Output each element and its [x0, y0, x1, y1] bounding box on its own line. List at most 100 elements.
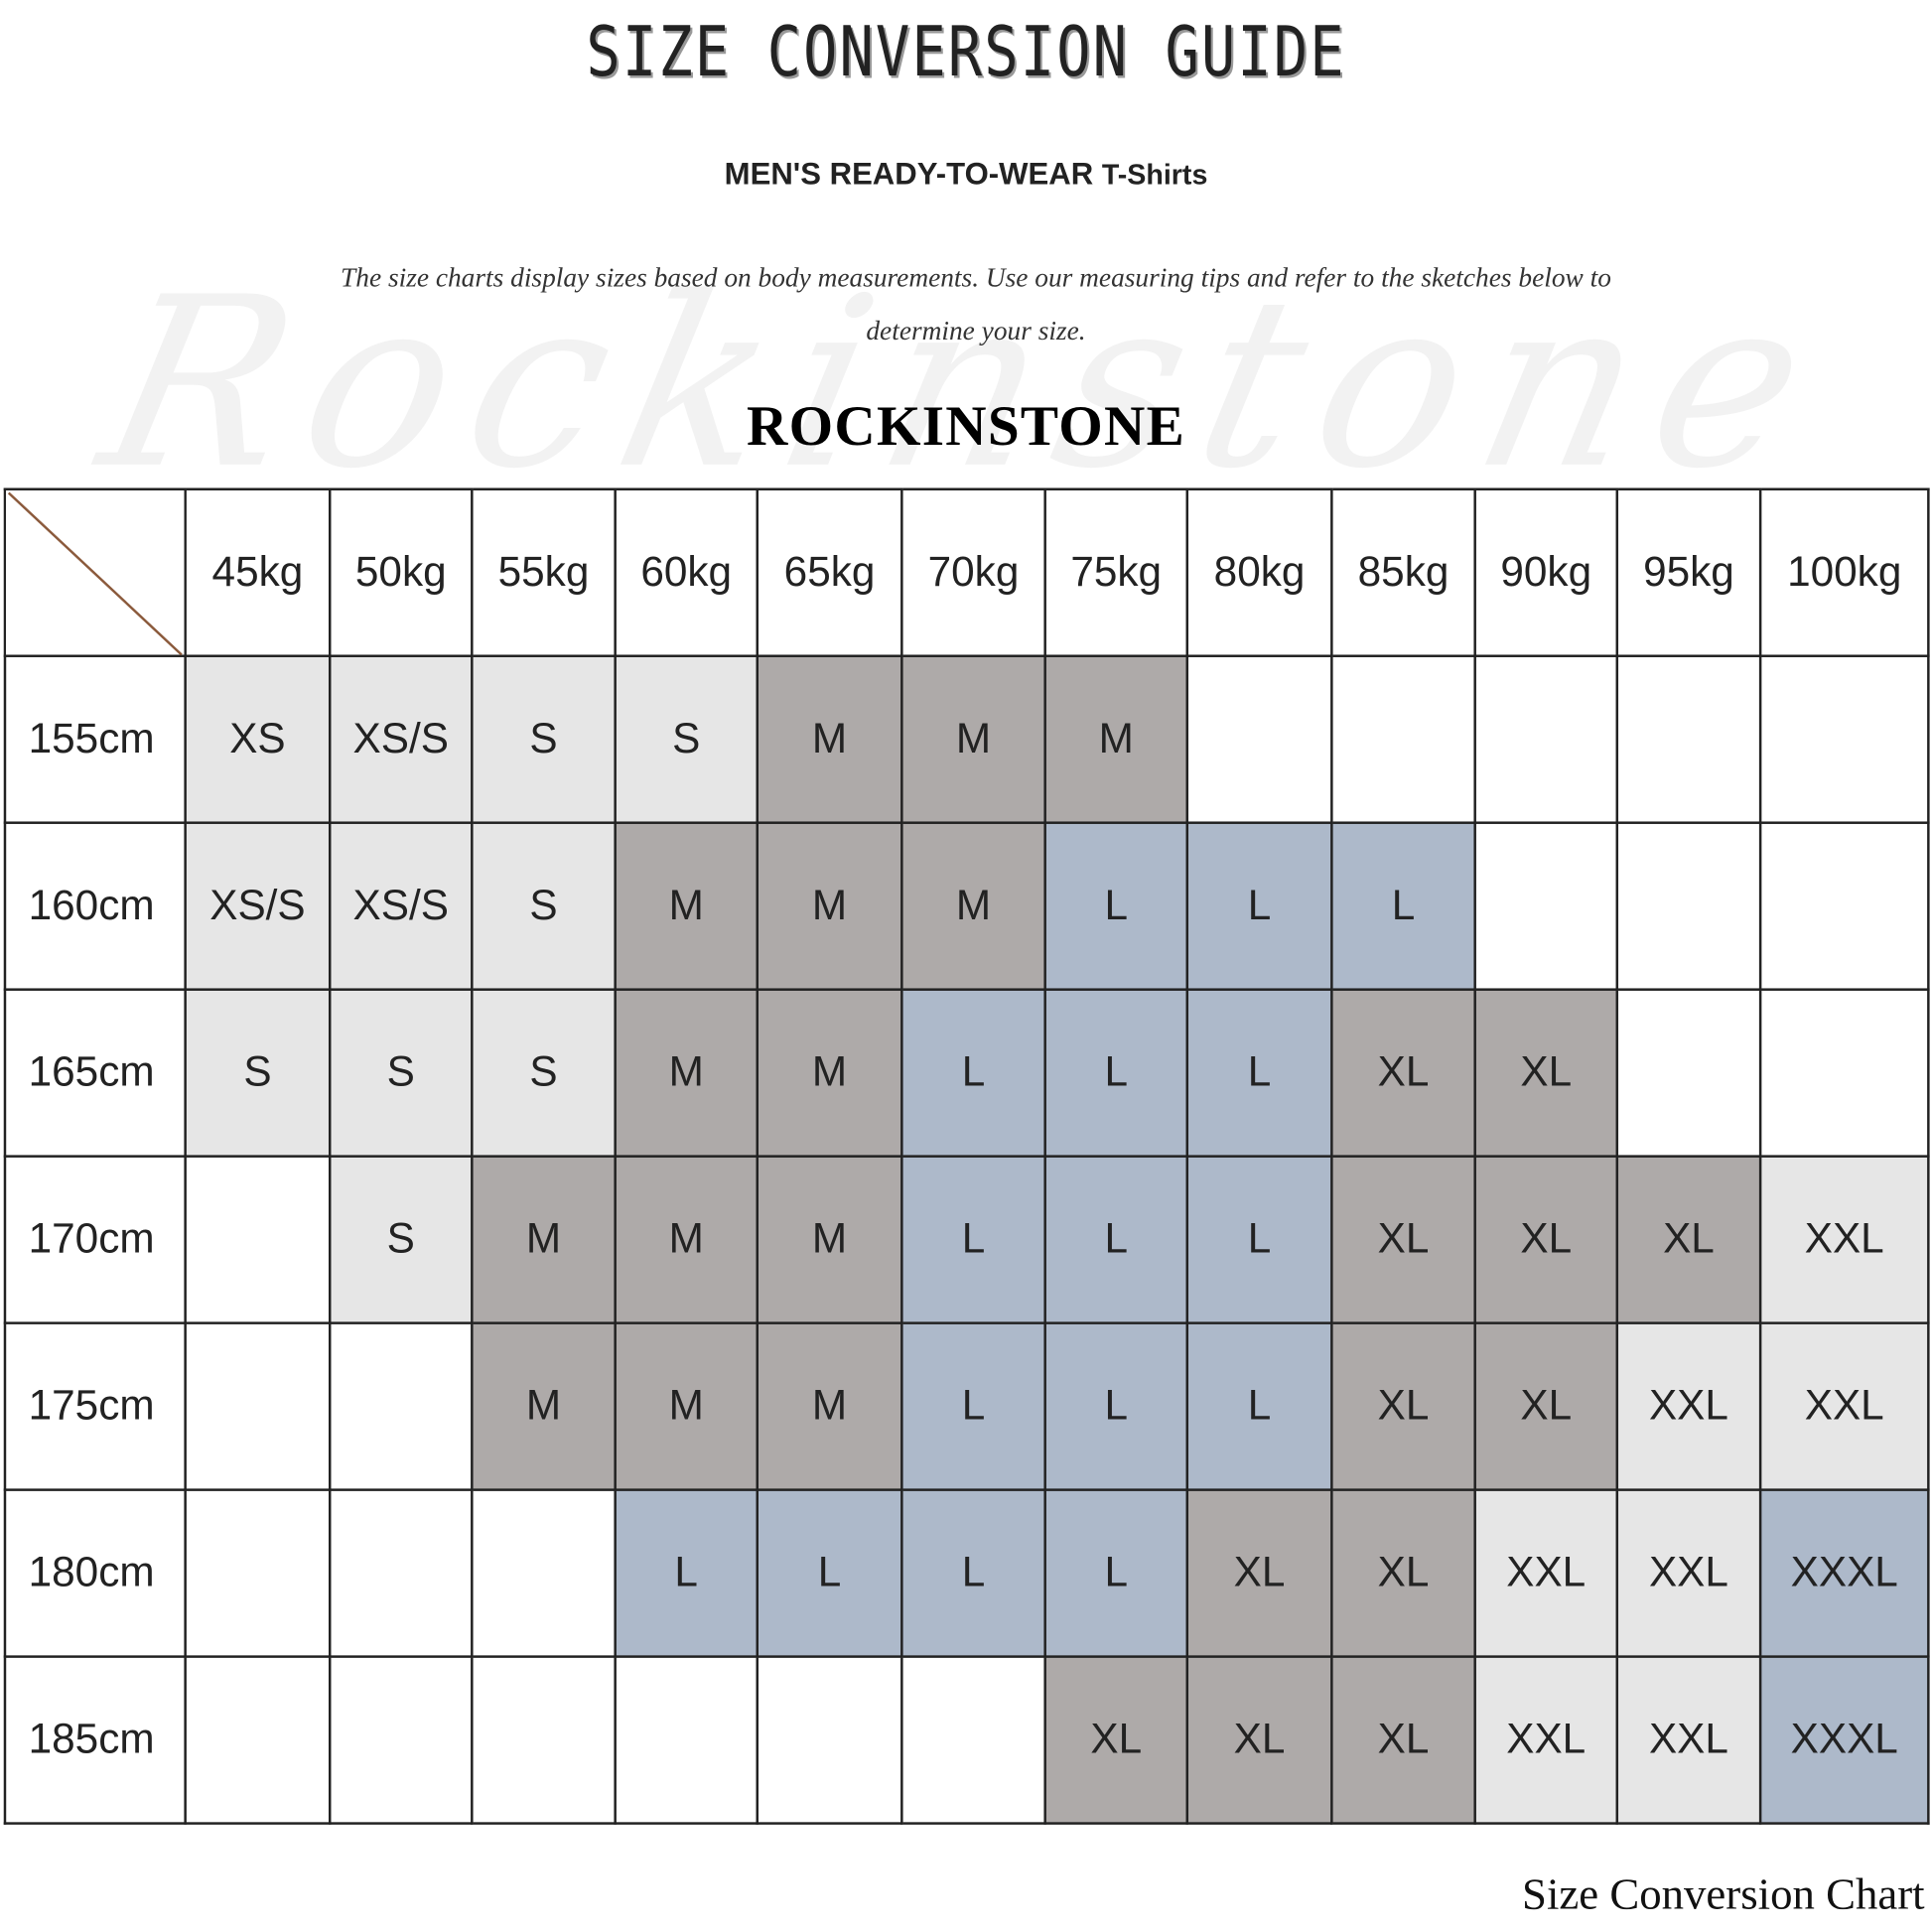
size-cell — [328, 1655, 474, 1825]
size-cell — [1615, 654, 1762, 824]
table-row: 155cm XS XS/S S S M M M — [3, 654, 1930, 824]
size-cell: XXL — [1473, 1488, 1619, 1658]
weight-header: 100kg — [1758, 487, 1930, 657]
height-header: 185cm — [3, 1655, 187, 1825]
weight-header: 70kg — [900, 487, 1046, 657]
size-cell: XXL — [1758, 1321, 1930, 1491]
size-cell: M — [471, 1155, 617, 1324]
size-cell: S — [184, 988, 332, 1158]
size-cell: XL — [1330, 1155, 1476, 1324]
weight-header: 65kg — [756, 487, 903, 657]
size-cell: XL — [1330, 1321, 1476, 1491]
corner-cell — [3, 487, 187, 657]
size-cell — [1473, 654, 1619, 824]
size-cell: XL — [1473, 1155, 1619, 1324]
table-row: 175cm M M M L L L XL XL XXL XXL — [3, 1321, 1930, 1491]
size-cell: L — [1185, 1321, 1333, 1491]
weight-header: 75kg — [1043, 487, 1189, 657]
size-cell: L — [1185, 821, 1333, 991]
size-cell: L — [614, 1488, 759, 1658]
size-cell — [184, 1488, 332, 1658]
intro-text: The size charts display sizes based on b… — [341, 261, 1611, 346]
size-cell: XL — [1185, 1488, 1333, 1658]
size-cell — [184, 1655, 332, 1825]
size-cell — [900, 1655, 1046, 1825]
height-header: 170cm — [3, 1155, 187, 1324]
size-cell: XL — [1185, 1655, 1333, 1825]
size-cell: M — [471, 1321, 617, 1491]
size-cell: S — [328, 988, 474, 1158]
size-cell: L — [1185, 988, 1333, 1158]
size-cell: S — [471, 988, 617, 1158]
size-cell — [184, 1321, 332, 1491]
weight-header: 50kg — [328, 487, 474, 657]
subtitle-main: MEN'S READY-TO-WEAR — [724, 157, 1094, 192]
brand-name: ROCKINSTONE — [747, 393, 1186, 458]
size-cell: XL — [1473, 1321, 1619, 1491]
size-cell: XXXL — [1758, 1655, 1930, 1825]
size-cell: M — [614, 988, 759, 1158]
page-title: SIZE CONVERSION GUIDE — [586, 12, 1346, 93]
size-cell: L — [1185, 1155, 1333, 1324]
height-header: 165cm — [3, 988, 187, 1158]
table-row: 160cm XS/S XS/S S M M M L L L — [3, 821, 1930, 991]
size-cell: M — [900, 821, 1046, 991]
size-cell: M — [756, 988, 903, 1158]
diagonal-divider — [7, 491, 183, 656]
size-cell: XL — [1330, 988, 1476, 1158]
size-cell: XXL — [1615, 1655, 1762, 1825]
table-row: 165cm S S S M M L L L XL XL — [3, 988, 1930, 1158]
size-cell: M — [614, 1321, 759, 1491]
size-cell: XXXL — [1758, 1488, 1930, 1658]
weight-header: 80kg — [1185, 487, 1333, 657]
size-table: 45kg 50kg 55kg 60kg 65kg 70kg 75kg 80kg 85kg 90kg… — [3, 487, 1930, 1825]
size-cell: L — [1043, 821, 1189, 991]
size-cell — [1330, 654, 1476, 824]
size-cell: M — [756, 654, 903, 824]
size-cell — [756, 1655, 903, 1825]
size-cell — [328, 1321, 474, 1491]
size-cell — [471, 1488, 617, 1658]
size-cell: S — [471, 821, 617, 991]
size-cell: XS/S — [184, 821, 332, 991]
size-cell: M — [900, 654, 1046, 824]
size-cell: XXL — [1758, 1155, 1930, 1324]
size-cell: L — [1043, 988, 1189, 1158]
size-cell: XS/S — [328, 654, 474, 824]
header-row: 45kg 50kg 55kg 60kg 65kg 70kg 75kg 80kg 85kg 90kg… — [3, 487, 1930, 657]
size-cell: M — [756, 821, 903, 991]
size-cell: L — [1043, 1321, 1189, 1491]
size-cell — [1758, 988, 1930, 1158]
size-cell: M — [1043, 654, 1189, 824]
weight-header: 45kg — [184, 487, 332, 657]
height-header: 155cm — [3, 654, 187, 824]
footer-caption: Size Conversion Chart — [1522, 1868, 1925, 1919]
size-cell: XL — [1473, 988, 1619, 1158]
size-cell: S — [614, 654, 759, 824]
weight-header: 55kg — [471, 487, 617, 657]
weight-header: 95kg — [1615, 487, 1762, 657]
size-cell: L — [900, 1321, 1046, 1491]
size-cell — [1185, 654, 1333, 824]
size-cell — [1615, 821, 1762, 991]
size-cell: XL — [1615, 1155, 1762, 1324]
size-cell: L — [900, 1155, 1046, 1324]
subtitle: MEN'S READY-TO-WEAR T-Shirts — [0, 157, 1932, 193]
table-row: 170cm S M M M L L L XL XL XL XXL — [3, 1155, 1930, 1324]
size-cell: L — [1043, 1488, 1189, 1658]
weight-header: 85kg — [1330, 487, 1476, 657]
subtitle-product: T-Shirts — [1101, 158, 1208, 191]
size-cell: XXL — [1615, 1321, 1762, 1491]
size-cell: XXL — [1473, 1655, 1619, 1825]
table-row: 185cm XL XL XL XXL XXL XXXL — [3, 1655, 1930, 1825]
size-cell: M — [614, 821, 759, 991]
size-cell — [471, 1655, 617, 1825]
height-header: 160cm — [3, 821, 187, 991]
size-cell: XL — [1330, 1655, 1476, 1825]
size-cell: S — [471, 654, 617, 824]
size-cell — [1758, 654, 1930, 824]
table-row: 180cm L L L L XL XL XXL XXL XXXL — [3, 1488, 1930, 1658]
weight-header: 60kg — [614, 487, 759, 657]
size-cell: XXL — [1615, 1488, 1762, 1658]
